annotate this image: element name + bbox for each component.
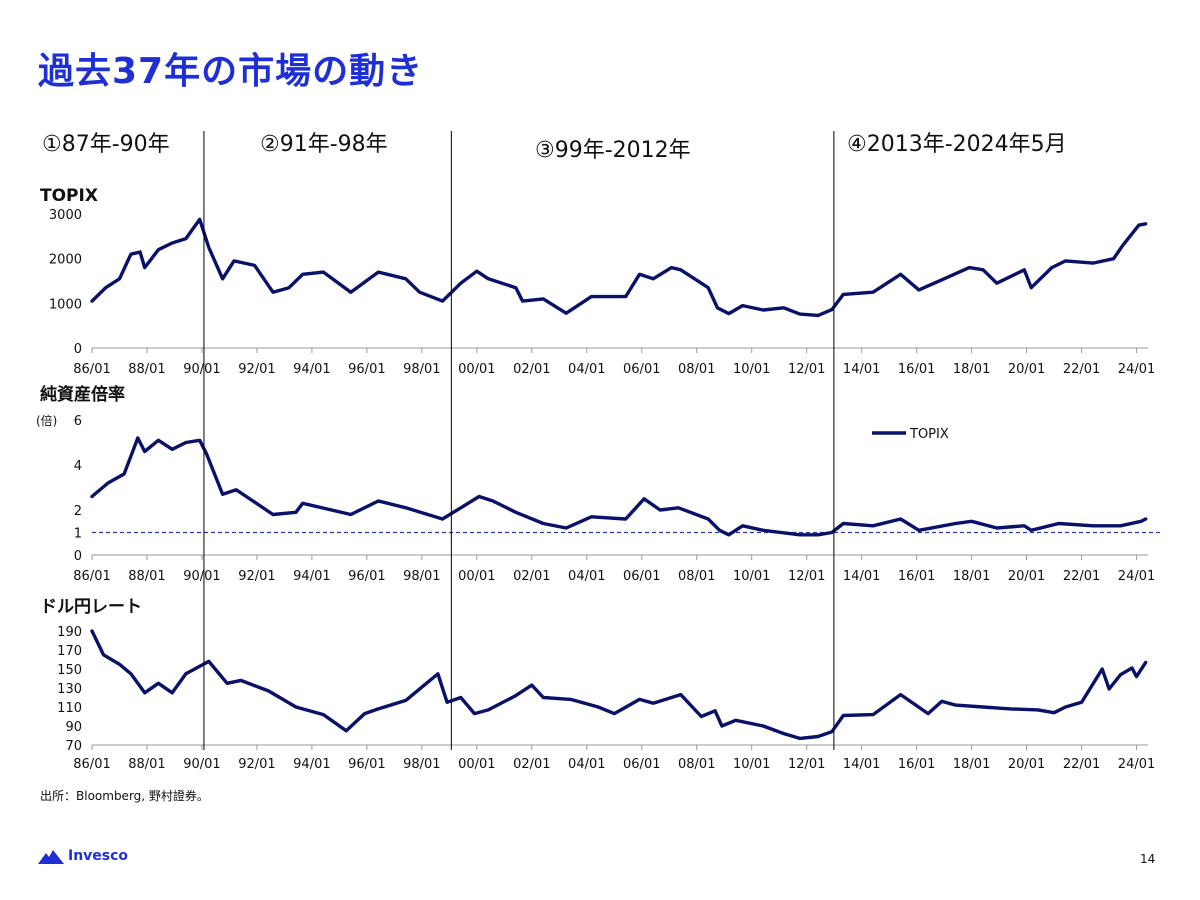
y-tick-pbr-4: 6 (74, 414, 82, 429)
x-tick-pbr-17: 20/01 (1008, 569, 1045, 584)
x-tick-pbr-4: 94/01 (293, 569, 330, 584)
x-tick-pbr-10: 06/01 (623, 569, 660, 584)
y-tick-pbr-0: 0 (74, 549, 82, 564)
brand-name: Invesco (68, 848, 129, 864)
y-tick-topix-2: 2000 (49, 253, 82, 268)
x-tick-pbr-3: 92/01 (238, 569, 275, 584)
y-tick-pbr-2: 2 (74, 504, 82, 519)
chart-title-topix: TOPIX (40, 186, 98, 206)
x-tick-pbr-5: 96/01 (348, 569, 385, 584)
x-tick-pbr-6: 98/01 (403, 569, 440, 584)
x-tick-usdjpy-19: 24/01 (1118, 757, 1155, 772)
y-tick-pbr-3: 4 (74, 459, 82, 474)
x-tick-pbr-7: 00/01 (458, 569, 495, 584)
x-tick-usdjpy-10: 06/01 (623, 757, 660, 772)
y-tick-usdjpy-1: 90 (65, 720, 82, 735)
series-line-pbr-0 (90, 436, 1148, 537)
x-tick-usdjpy-7: 00/01 (458, 757, 495, 772)
x-tick-topix-3: 92/01 (238, 362, 275, 377)
x-tick-usdjpy-2: 90/01 (183, 757, 220, 772)
x-tick-pbr-16: 18/01 (953, 569, 990, 584)
x-tick-topix-9: 04/01 (568, 362, 605, 377)
x-tick-topix-5: 96/01 (348, 362, 385, 377)
x-tick-usdjpy-18: 22/01 (1063, 757, 1100, 772)
y-tick-topix-1: 1000 (49, 297, 82, 312)
x-tick-usdjpy-6: 98/01 (403, 757, 440, 772)
x-tick-usdjpy-15: 16/01 (898, 757, 935, 772)
x-tick-topix-14: 14/01 (843, 362, 880, 377)
x-tick-usdjpy-13: 12/01 (788, 757, 825, 772)
legend-label-0: TOPIX (909, 427, 949, 442)
x-tick-usdjpy-3: 92/01 (238, 757, 275, 772)
y-tick-usdjpy-3: 130 (57, 682, 82, 697)
x-tick-pbr-19: 24/01 (1118, 569, 1155, 584)
x-tick-pbr-11: 08/01 (678, 569, 715, 584)
x-tick-usdjpy-17: 20/01 (1008, 757, 1045, 772)
y-tick-topix-3: 3000 (49, 208, 82, 223)
x-tick-topix-11: 08/01 (678, 362, 715, 377)
x-tick-usdjpy-1: 88/01 (128, 757, 165, 772)
x-tick-topix-12: 10/01 (733, 362, 770, 377)
x-tick-topix-6: 98/01 (403, 362, 440, 377)
invesco-logo: Invesco (38, 848, 128, 864)
period-label-1: ①87年-90年 (42, 132, 170, 157)
x-tick-topix-10: 06/01 (623, 362, 660, 377)
x-tick-usdjpy-12: 10/01 (733, 757, 770, 772)
period-label-4: ④2013年-2024年5月 (847, 132, 1067, 157)
x-tick-topix-7: 00/01 (458, 362, 495, 377)
x-tick-topix-2: 90/01 (183, 362, 220, 377)
x-tick-usdjpy-16: 18/01 (953, 757, 990, 772)
x-tick-usdjpy-9: 04/01 (568, 757, 605, 772)
y-tick-topix-0: 0 (74, 342, 82, 357)
x-tick-pbr-12: 10/01 (733, 569, 770, 584)
y-tick-usdjpy-4: 150 (57, 663, 82, 678)
x-tick-pbr-8: 02/01 (513, 569, 550, 584)
chart-title-usdjpy: ドル円レート (40, 597, 142, 617)
x-tick-pbr-18: 22/01 (1063, 569, 1100, 584)
y-tick-usdjpy-5: 170 (57, 644, 82, 659)
y-tick-usdjpy-6: 190 (57, 625, 82, 640)
x-tick-topix-0: 86/01 (73, 362, 110, 377)
period-label-2: ②91年-98年 (260, 132, 388, 157)
x-tick-pbr-9: 04/01 (568, 569, 605, 584)
y-tick-usdjpy-0: 70 (65, 739, 82, 754)
x-tick-usdjpy-0: 86/01 (73, 757, 110, 772)
x-tick-topix-1: 88/01 (128, 362, 165, 377)
x-tick-topix-8: 02/01 (513, 362, 550, 377)
x-tick-usdjpy-8: 02/01 (513, 757, 550, 772)
x-tick-pbr-1: 88/01 (128, 569, 165, 584)
source-note: 出所：Bloomberg, 野村證券。 (40, 789, 209, 803)
series-line-topix-0 (90, 217, 1148, 318)
x-tick-topix-18: 22/01 (1063, 362, 1100, 377)
x-tick-topix-15: 16/01 (898, 362, 935, 377)
x-tick-pbr-15: 16/01 (898, 569, 935, 584)
x-tick-topix-4: 94/01 (293, 362, 330, 377)
slide-title: 過去37年の市場の動き (38, 51, 424, 92)
mountain-icon (38, 850, 64, 864)
page-number: 14 (1140, 852, 1156, 866)
x-tick-pbr-14: 14/01 (843, 569, 880, 584)
y-tick-pbr-1: 1 (74, 527, 82, 542)
period-label-3: ③99年-2012年 (535, 138, 691, 163)
series-line-usdjpy-0 (90, 629, 1148, 741)
x-tick-usdjpy-14: 14/01 (843, 757, 880, 772)
x-tick-usdjpy-4: 94/01 (293, 757, 330, 772)
x-tick-topix-19: 24/01 (1118, 362, 1155, 377)
y-unit-label: (倍) (36, 413, 57, 428)
x-tick-pbr-2: 90/01 (183, 569, 220, 584)
x-tick-usdjpy-5: 96/01 (348, 757, 385, 772)
x-tick-topix-16: 18/01 (953, 362, 990, 377)
chart-title-pbr: 純資産倍率 (40, 384, 125, 405)
y-tick-usdjpy-2: 110 (57, 701, 82, 716)
x-tick-topix-17: 20/01 (1008, 362, 1045, 377)
x-tick-topix-13: 12/01 (788, 362, 825, 377)
x-tick-usdjpy-11: 08/01 (678, 757, 715, 772)
x-tick-pbr-13: 12/01 (788, 569, 825, 584)
x-tick-pbr-0: 86/01 (73, 569, 110, 584)
